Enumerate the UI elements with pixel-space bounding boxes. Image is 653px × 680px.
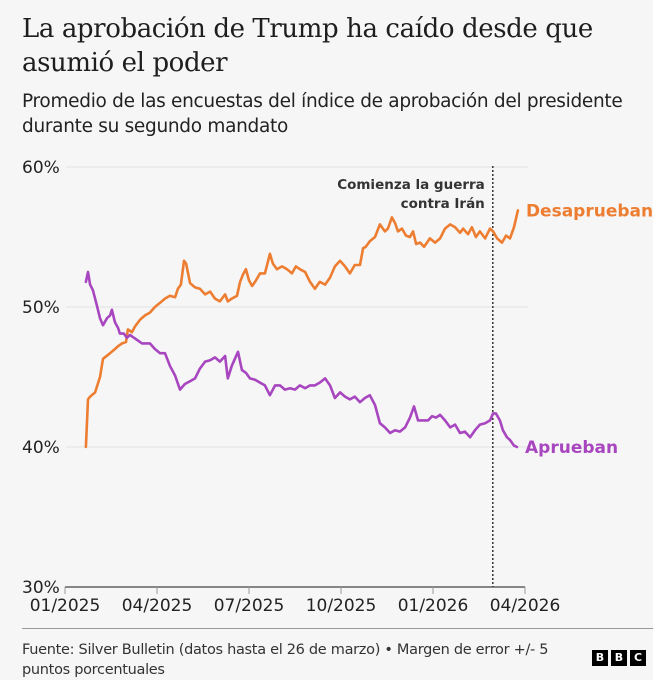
x-tick-label: 10/2025 [306, 596, 377, 616]
annotation-label: contra Irán [401, 196, 485, 212]
chart-title: La aprobación de Trump ha caído desde qu… [22, 14, 593, 78]
x-tick-label: 07/2025 [214, 596, 285, 616]
series-label-aprueban: Aprueban [525, 438, 618, 458]
line-chart: 60% 50% 40% 30% 01/2025 04/2025 07/2025 10/202… [22, 158, 653, 616]
x-tick-label: 04/2026 [490, 596, 561, 616]
series-label-desaprueban: Desaprueban [526, 201, 653, 221]
footer-divider [22, 628, 653, 629]
series-labels: Desaprueban Aprueban [525, 201, 653, 458]
y-tick-label: 30% [22, 578, 60, 598]
y-axis: 60% 50% 40% 30% [22, 158, 60, 598]
bbc-logo-letter: B [592, 650, 608, 666]
y-tick-label: 50% [22, 298, 60, 318]
x-tick-label: 01/2026 [398, 596, 469, 616]
annotation-label: Comienza la guerra [337, 177, 485, 193]
x-tick-label: 01/2025 [30, 596, 101, 616]
bbc-logo-letter: C [630, 650, 646, 666]
x-tick-label: 04/2025 [122, 596, 193, 616]
bbc-logo: B B C [592, 650, 646, 666]
source-note: Fuente: Silver Bulletin (datos hasta el … [22, 642, 549, 678]
series-line-desaprueban [84, 209, 520, 449]
series-line-aprueban [84, 270, 519, 449]
x-axis: 01/2025 04/2025 07/2025 10/2025 01/2026 04/20… [30, 586, 561, 616]
series-lines [84, 209, 520, 449]
annotation: Comienza la guerra contra Irán [337, 166, 494, 587]
bbc-logo-letter: B [611, 650, 627, 666]
chart-subtitle: Promedio de las encuestas del índice de … [22, 91, 623, 137]
y-tick-label: 40% [22, 438, 60, 458]
y-tick-label: 60% [22, 158, 60, 178]
gridlines [66, 166, 528, 448]
